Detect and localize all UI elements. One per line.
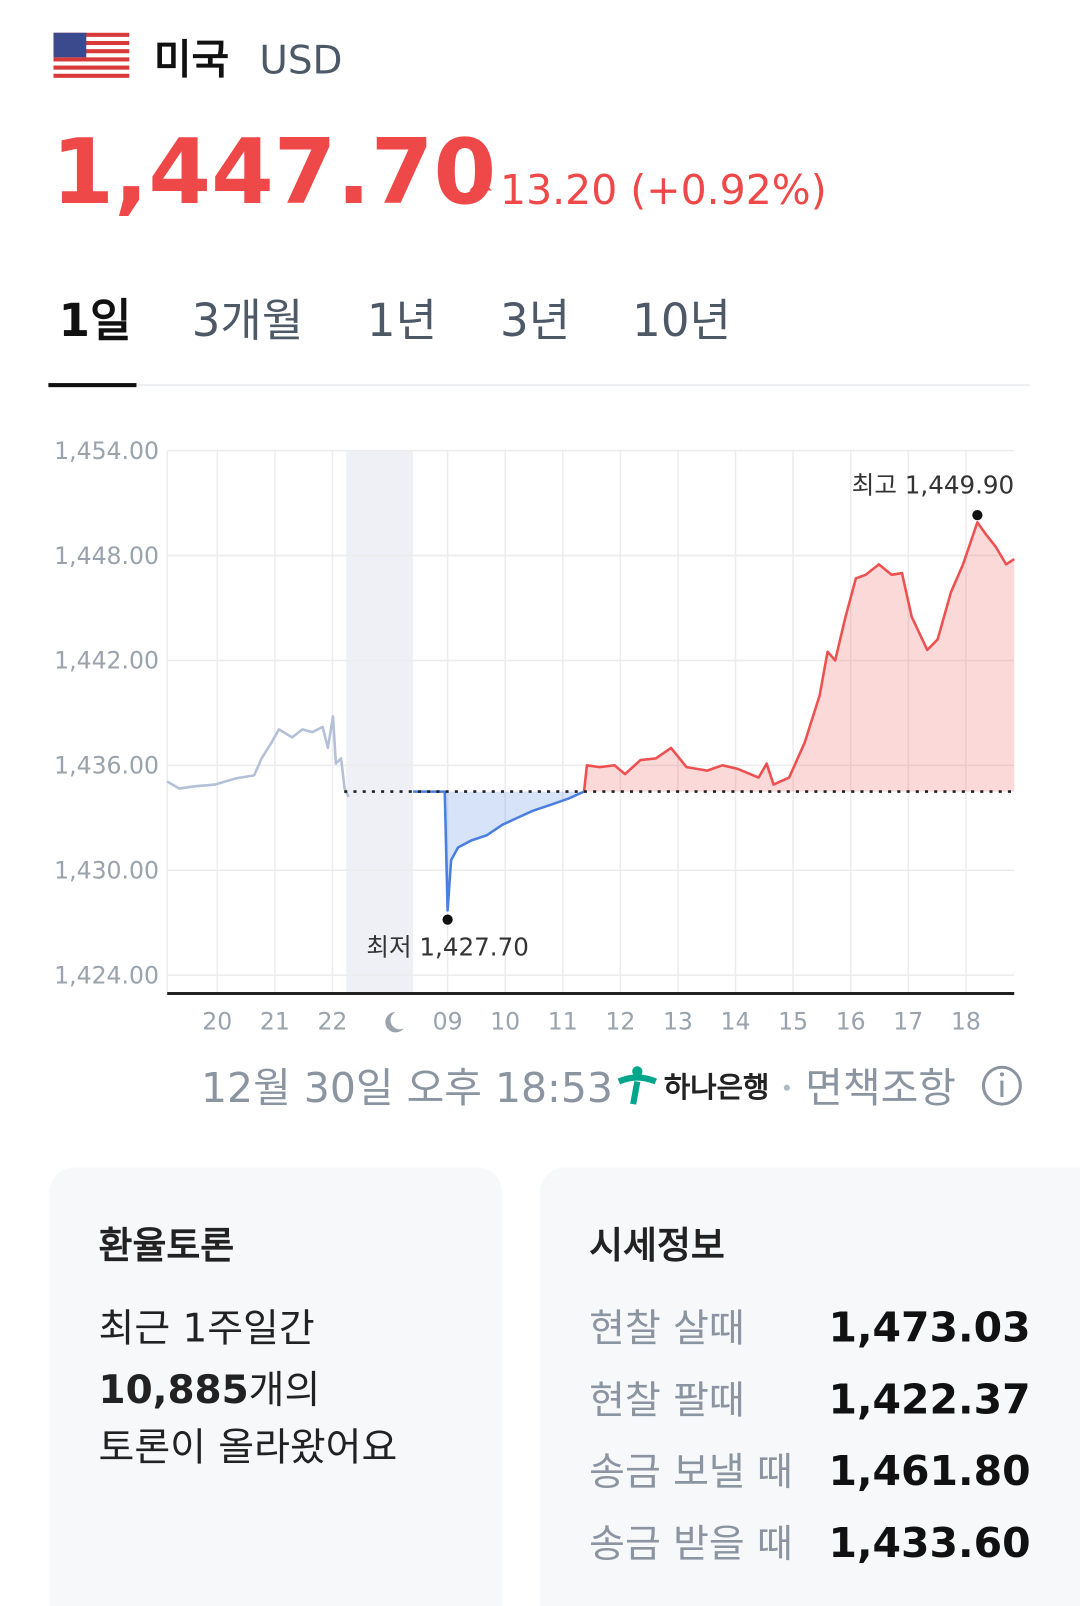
x-tick-label: 11 [548, 1007, 578, 1035]
tab[interactable]: 1년 [367, 294, 437, 347]
quote-title: 시세정보 [589, 1224, 725, 1267]
line [582, 521, 1015, 792]
tab[interactable]: 3개월 [192, 294, 304, 347]
annotation: 최저 1,427.70 [366, 933, 529, 962]
quote-label: 현찰 살때 [589, 1307, 745, 1352]
bank-name: 하나은행 [664, 1070, 769, 1104]
currency: USD [259, 39, 342, 84]
quote-value: 1,433.60 [829, 1519, 1031, 1567]
quote-label: 송금 보낼 때 [589, 1450, 793, 1495]
y-tick-label: 1,430.00 [54, 856, 159, 884]
bank-logo [617, 1066, 657, 1105]
x-tick-label: 14 [721, 1007, 751, 1035]
y-tick-label: 1,454.00 [54, 437, 159, 465]
x-tick-label: 20 [202, 1007, 232, 1035]
x-tick-label: 21 [260, 1007, 290, 1035]
quote-value: 1,473.03 [829, 1304, 1031, 1352]
active-tab-indicator [48, 383, 137, 388]
tab[interactable]: 10년 [632, 294, 731, 347]
tab[interactable]: 3년 [500, 294, 570, 347]
info-icon[interactable] [981, 1065, 1022, 1106]
quote-label: 현찰 팔때 [589, 1378, 745, 1423]
up-arrow [469, 178, 492, 191]
disclaimer[interactable]: 면책조항 [805, 1064, 956, 1112]
annotation: 최고 1,449.90 [852, 471, 1014, 500]
line [413, 790, 585, 912]
tab[interactable]: 1일 [59, 294, 132, 347]
x-tick-label: 09 [433, 1007, 463, 1035]
discussion-text: 10,885개의 [99, 1368, 321, 1413]
night-icon [385, 1011, 404, 1033]
x-tick-label: 22 [317, 1007, 347, 1035]
y-tick-label: 1,442.00 [54, 647, 159, 675]
country: 미국 [154, 36, 229, 84]
extreme-point [442, 914, 453, 925]
area [413, 791, 585, 911]
quote-value: 1,461.80 [829, 1447, 1031, 1495]
tabs: 1일 3개월 1년 3년 10년 [59, 294, 731, 347]
price: 1,447.70 [51, 120, 496, 225]
y-tick-label: 1,424.00 [54, 961, 159, 989]
x-tick-label: 18 [951, 1007, 981, 1035]
extreme-point [972, 510, 983, 521]
chart: 1,454.00 1,448.00 1,442.00 1,436.00 1,430.00… [54, 437, 1015, 1035]
change: 13.20 (+0.92%) [500, 166, 827, 214]
quote-rows: 현찰 살때 1,473.03 현찰 팔때 1,422.37 송금 보낼 때 1,461.8… [589, 1304, 1030, 1567]
area [584, 522, 1015, 792]
quote-card [540, 1167, 1080, 1606]
x-tick-label: 17 [893, 1007, 923, 1035]
quote-value: 1,422.37 [829, 1375, 1031, 1423]
x-tick-label: 10 [490, 1007, 520, 1035]
quote-label: 송금 받을 때 [589, 1522, 793, 1567]
discussion-card[interactable] [49, 1167, 503, 1606]
flag [53, 32, 130, 82]
x-tick-label: 12 [605, 1007, 635, 1035]
separator [783, 1084, 790, 1091]
discussion-count-suffix: 개의 [249, 1368, 321, 1413]
y-tick-label: 1,448.00 [54, 542, 159, 570]
discussion-title: 환율토론 [99, 1224, 235, 1267]
discussion-text: 최근 1주일간 [99, 1307, 315, 1352]
x-tick-label: 13 [663, 1007, 693, 1035]
y-tick-label: 1,436.00 [54, 752, 159, 780]
night-band [346, 450, 414, 994]
timestamp: 12월 30일 오후 18:53 [201, 1064, 613, 1112]
x-tick-label: 15 [778, 1007, 808, 1035]
x-tick-label: 16 [836, 1007, 866, 1035]
discussion-count: 10,885 [99, 1368, 249, 1413]
discussion-text: 토론이 올라왔어요 [99, 1426, 398, 1471]
line [166, 715, 350, 798]
